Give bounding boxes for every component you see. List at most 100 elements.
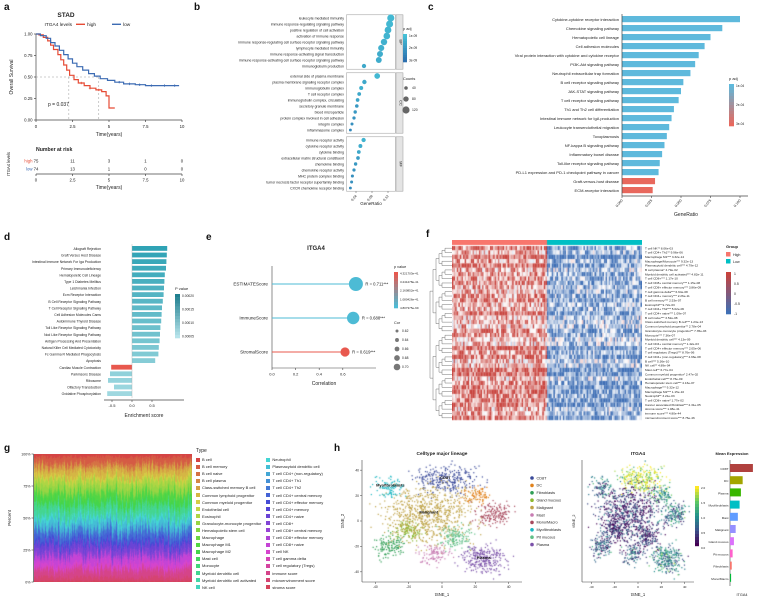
legend-item: T cell CD4+ naive	[266, 513, 323, 520]
rect	[730, 525, 736, 533]
label: DC	[537, 484, 543, 488]
label: Enrichment score	[125, 413, 164, 419]
rect	[403, 50, 407, 53]
legend-swatch	[266, 493, 271, 498]
label: B cell receptor signaling pathway	[561, 80, 619, 85]
rect	[729, 84, 734, 88]
legend-label: B cell memory	[202, 464, 228, 470]
rect	[695, 519, 699, 523]
circle	[350, 122, 354, 126]
rect	[175, 316, 180, 320]
tsne-celltype-canvas	[362, 460, 522, 582]
rect	[695, 540, 699, 544]
label: 11	[70, 159, 75, 164]
legend-label: T cell regulatory (Tregs)	[272, 563, 315, 569]
legend-label: Macrophage M2	[202, 549, 231, 555]
label: 3.241278e-41	[400, 280, 419, 284]
label: Graft-versus-host disease	[573, 179, 620, 184]
circle	[361, 137, 366, 143]
circle	[350, 174, 354, 178]
label: Ribosome	[86, 379, 101, 383]
rect	[695, 525, 699, 529]
rect	[175, 322, 180, 326]
label: High	[733, 253, 740, 257]
rect	[132, 285, 164, 291]
label: T cell CD4+ effector memory*** 2.05e-06	[645, 346, 701, 350]
label: Fc Gamma R Mediated Phagocytosis	[45, 353, 101, 357]
label: Chemokine signaling pathway	[566, 26, 619, 31]
legend-swatch	[196, 528, 200, 533]
legend-swatch	[196, 485, 200, 490]
label: -1	[734, 312, 737, 316]
panel-g-letter: g	[4, 443, 11, 454]
label: Toll-like receptor signaling pathway	[557, 161, 619, 166]
label: chemokine receptor activity	[302, 168, 345, 172]
legend-item: Plasmacytoid dendritic cell	[266, 463, 323, 470]
rect	[695, 528, 699, 532]
legend-item: B cell	[196, 456, 261, 463]
circle	[530, 535, 534, 539]
label: StromalScore	[240, 350, 268, 355]
label: GeneRatio	[674, 212, 698, 218]
legend-label: B cell naive	[202, 471, 223, 477]
type-legend-column: B cell B cell memory B cell naive B cell pl…	[196, 456, 261, 591]
legend-item: T cell gamma delta	[266, 555, 323, 562]
label: Granulocyte-monocyte progenitor** 7.35e-…	[645, 329, 707, 333]
rect	[730, 561, 732, 570]
label: 0.04	[350, 194, 357, 202]
rect	[726, 311, 731, 315]
legend-label: Granulocyte-monocyte progenitor	[202, 520, 262, 526]
label: 0.0	[269, 372, 275, 377]
legend-swatch	[196, 514, 200, 519]
label: B cell naive*** 3.52e-08	[645, 316, 678, 320]
rect	[132, 292, 164, 297]
legend-label: T cell CD4+ memory	[272, 506, 309, 512]
label: T cell CD4+ central memory** 1.42e-03	[645, 342, 699, 346]
legend-swatch	[196, 535, 200, 540]
circle	[355, 98, 360, 102]
label: 0	[734, 292, 736, 296]
label: CD8T	[537, 476, 548, 480]
rect	[622, 187, 653, 194]
rect	[132, 331, 160, 337]
label: T cell CD8+ central memory*** 1.15e-08	[645, 281, 700, 285]
legend-item: T cell CD4+ central memory	[266, 491, 323, 498]
label: Antigen Processing And Presentation	[45, 339, 101, 343]
label: 0%	[25, 580, 31, 584]
label: Mast	[722, 516, 729, 520]
rect	[729, 123, 734, 127]
label: cytokine receptor activity	[306, 144, 345, 148]
label: low	[123, 22, 131, 28]
label: Macrophage*** 9.32e-12	[645, 385, 679, 389]
rect	[729, 105, 734, 109]
rect	[108, 378, 132, 383]
label: Parkinsons Disease	[71, 372, 101, 376]
circle	[353, 110, 357, 114]
legend-label: T cell CD4+ Th1	[272, 478, 302, 484]
rect	[175, 294, 180, 298]
rect	[695, 501, 699, 505]
label: 0.075	[703, 199, 712, 208]
label: T cell CD4+ Th1** 9.96e-06	[645, 251, 683, 255]
label: Cell Adhesion Molecules Cams	[54, 313, 101, 317]
circle	[384, 26, 392, 34]
rect	[622, 25, 723, 32]
label: Intestinal Immune Network For Iga Produc…	[32, 260, 101, 264]
label: Neutrophil extracellular trap formation	[552, 71, 619, 76]
label: immune response-activating cell surface …	[239, 58, 344, 62]
legend-swatch	[266, 528, 271, 533]
legend-swatch	[266, 563, 271, 568]
label: 0.66	[402, 347, 409, 351]
legend-label: T cell gamma delta	[272, 556, 307, 562]
rect	[394, 275, 398, 279]
circle	[530, 476, 534, 480]
rect	[695, 507, 699, 511]
label: Leukocyte transendothelial migration	[554, 125, 619, 130]
circle	[348, 277, 363, 291]
label: 1.080426e-41	[400, 297, 419, 301]
label: immune response-regulating cell surface …	[238, 40, 344, 44]
rect	[132, 272, 165, 278]
rect	[622, 34, 711, 41]
rect	[622, 124, 670, 131]
rect	[695, 513, 699, 517]
